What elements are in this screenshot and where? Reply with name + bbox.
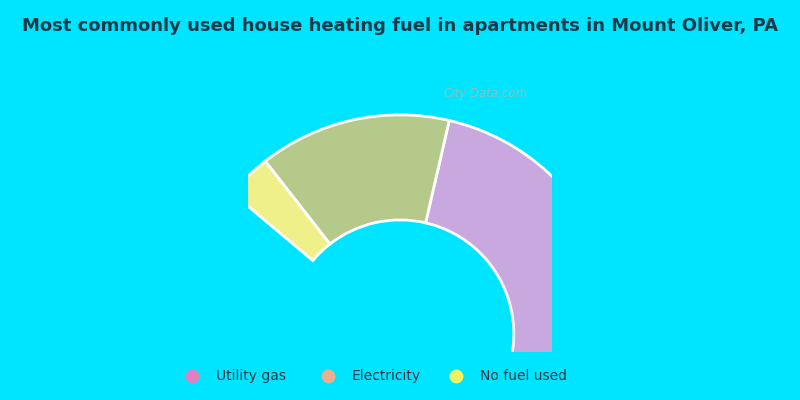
Text: Most commonly used house heating fuel in apartments in Mount Oliver, PA: Most commonly used house heating fuel in…: [22, 17, 778, 35]
Text: Utility gas: Utility gas: [216, 369, 286, 383]
Wedge shape: [194, 120, 619, 400]
Text: City-Data.com: City-Data.com: [443, 87, 527, 100]
Text: Electricity: Electricity: [352, 369, 421, 383]
Wedge shape: [266, 115, 450, 244]
Text: No fuel used: No fuel used: [480, 369, 567, 383]
Wedge shape: [232, 161, 330, 260]
